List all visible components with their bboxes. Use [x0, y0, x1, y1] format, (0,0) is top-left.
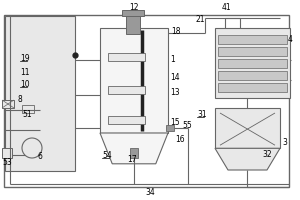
Text: 14: 14	[170, 73, 180, 82]
Text: 54: 54	[102, 151, 112, 160]
Bar	[100, 28, 168, 133]
Text: 10: 10	[20, 80, 30, 89]
Text: 41: 41	[222, 3, 232, 12]
Text: 19: 19	[20, 54, 30, 63]
Text: 4: 4	[288, 35, 293, 44]
Bar	[126, 14, 140, 34]
Bar	[2, 100, 14, 108]
Bar	[108, 116, 146, 124]
Text: 32: 32	[262, 150, 272, 159]
Bar	[166, 125, 174, 131]
Bar	[218, 83, 287, 92]
Bar	[130, 148, 138, 158]
Bar	[2, 148, 12, 158]
Text: 12: 12	[129, 3, 138, 12]
Bar	[4, 15, 289, 187]
Text: 21: 21	[195, 15, 205, 24]
Text: 15: 15	[170, 118, 180, 127]
Bar	[108, 53, 146, 61]
Text: 11: 11	[20, 68, 29, 77]
Bar	[218, 71, 287, 80]
Bar	[5, 16, 75, 171]
Bar	[122, 10, 144, 16]
Polygon shape	[100, 133, 168, 164]
Text: 1: 1	[170, 55, 175, 64]
Text: 8: 8	[18, 95, 23, 104]
Circle shape	[22, 138, 42, 158]
Text: 3: 3	[282, 138, 287, 147]
Text: 13: 13	[170, 88, 180, 97]
Bar	[218, 35, 287, 44]
Bar	[218, 47, 287, 56]
Bar	[22, 105, 34, 113]
Text: 18: 18	[171, 27, 181, 36]
Bar	[108, 86, 146, 94]
Text: 17: 17	[127, 155, 137, 164]
Text: 31: 31	[197, 110, 207, 119]
Text: 6: 6	[38, 152, 43, 161]
Bar	[215, 28, 290, 98]
Bar	[215, 108, 280, 148]
Polygon shape	[215, 148, 280, 170]
Bar	[218, 59, 287, 68]
Text: 55: 55	[182, 121, 192, 130]
Text: 16: 16	[175, 135, 184, 144]
Text: 51: 51	[22, 110, 32, 119]
Text: 53: 53	[2, 158, 12, 167]
Text: 34: 34	[145, 188, 155, 197]
